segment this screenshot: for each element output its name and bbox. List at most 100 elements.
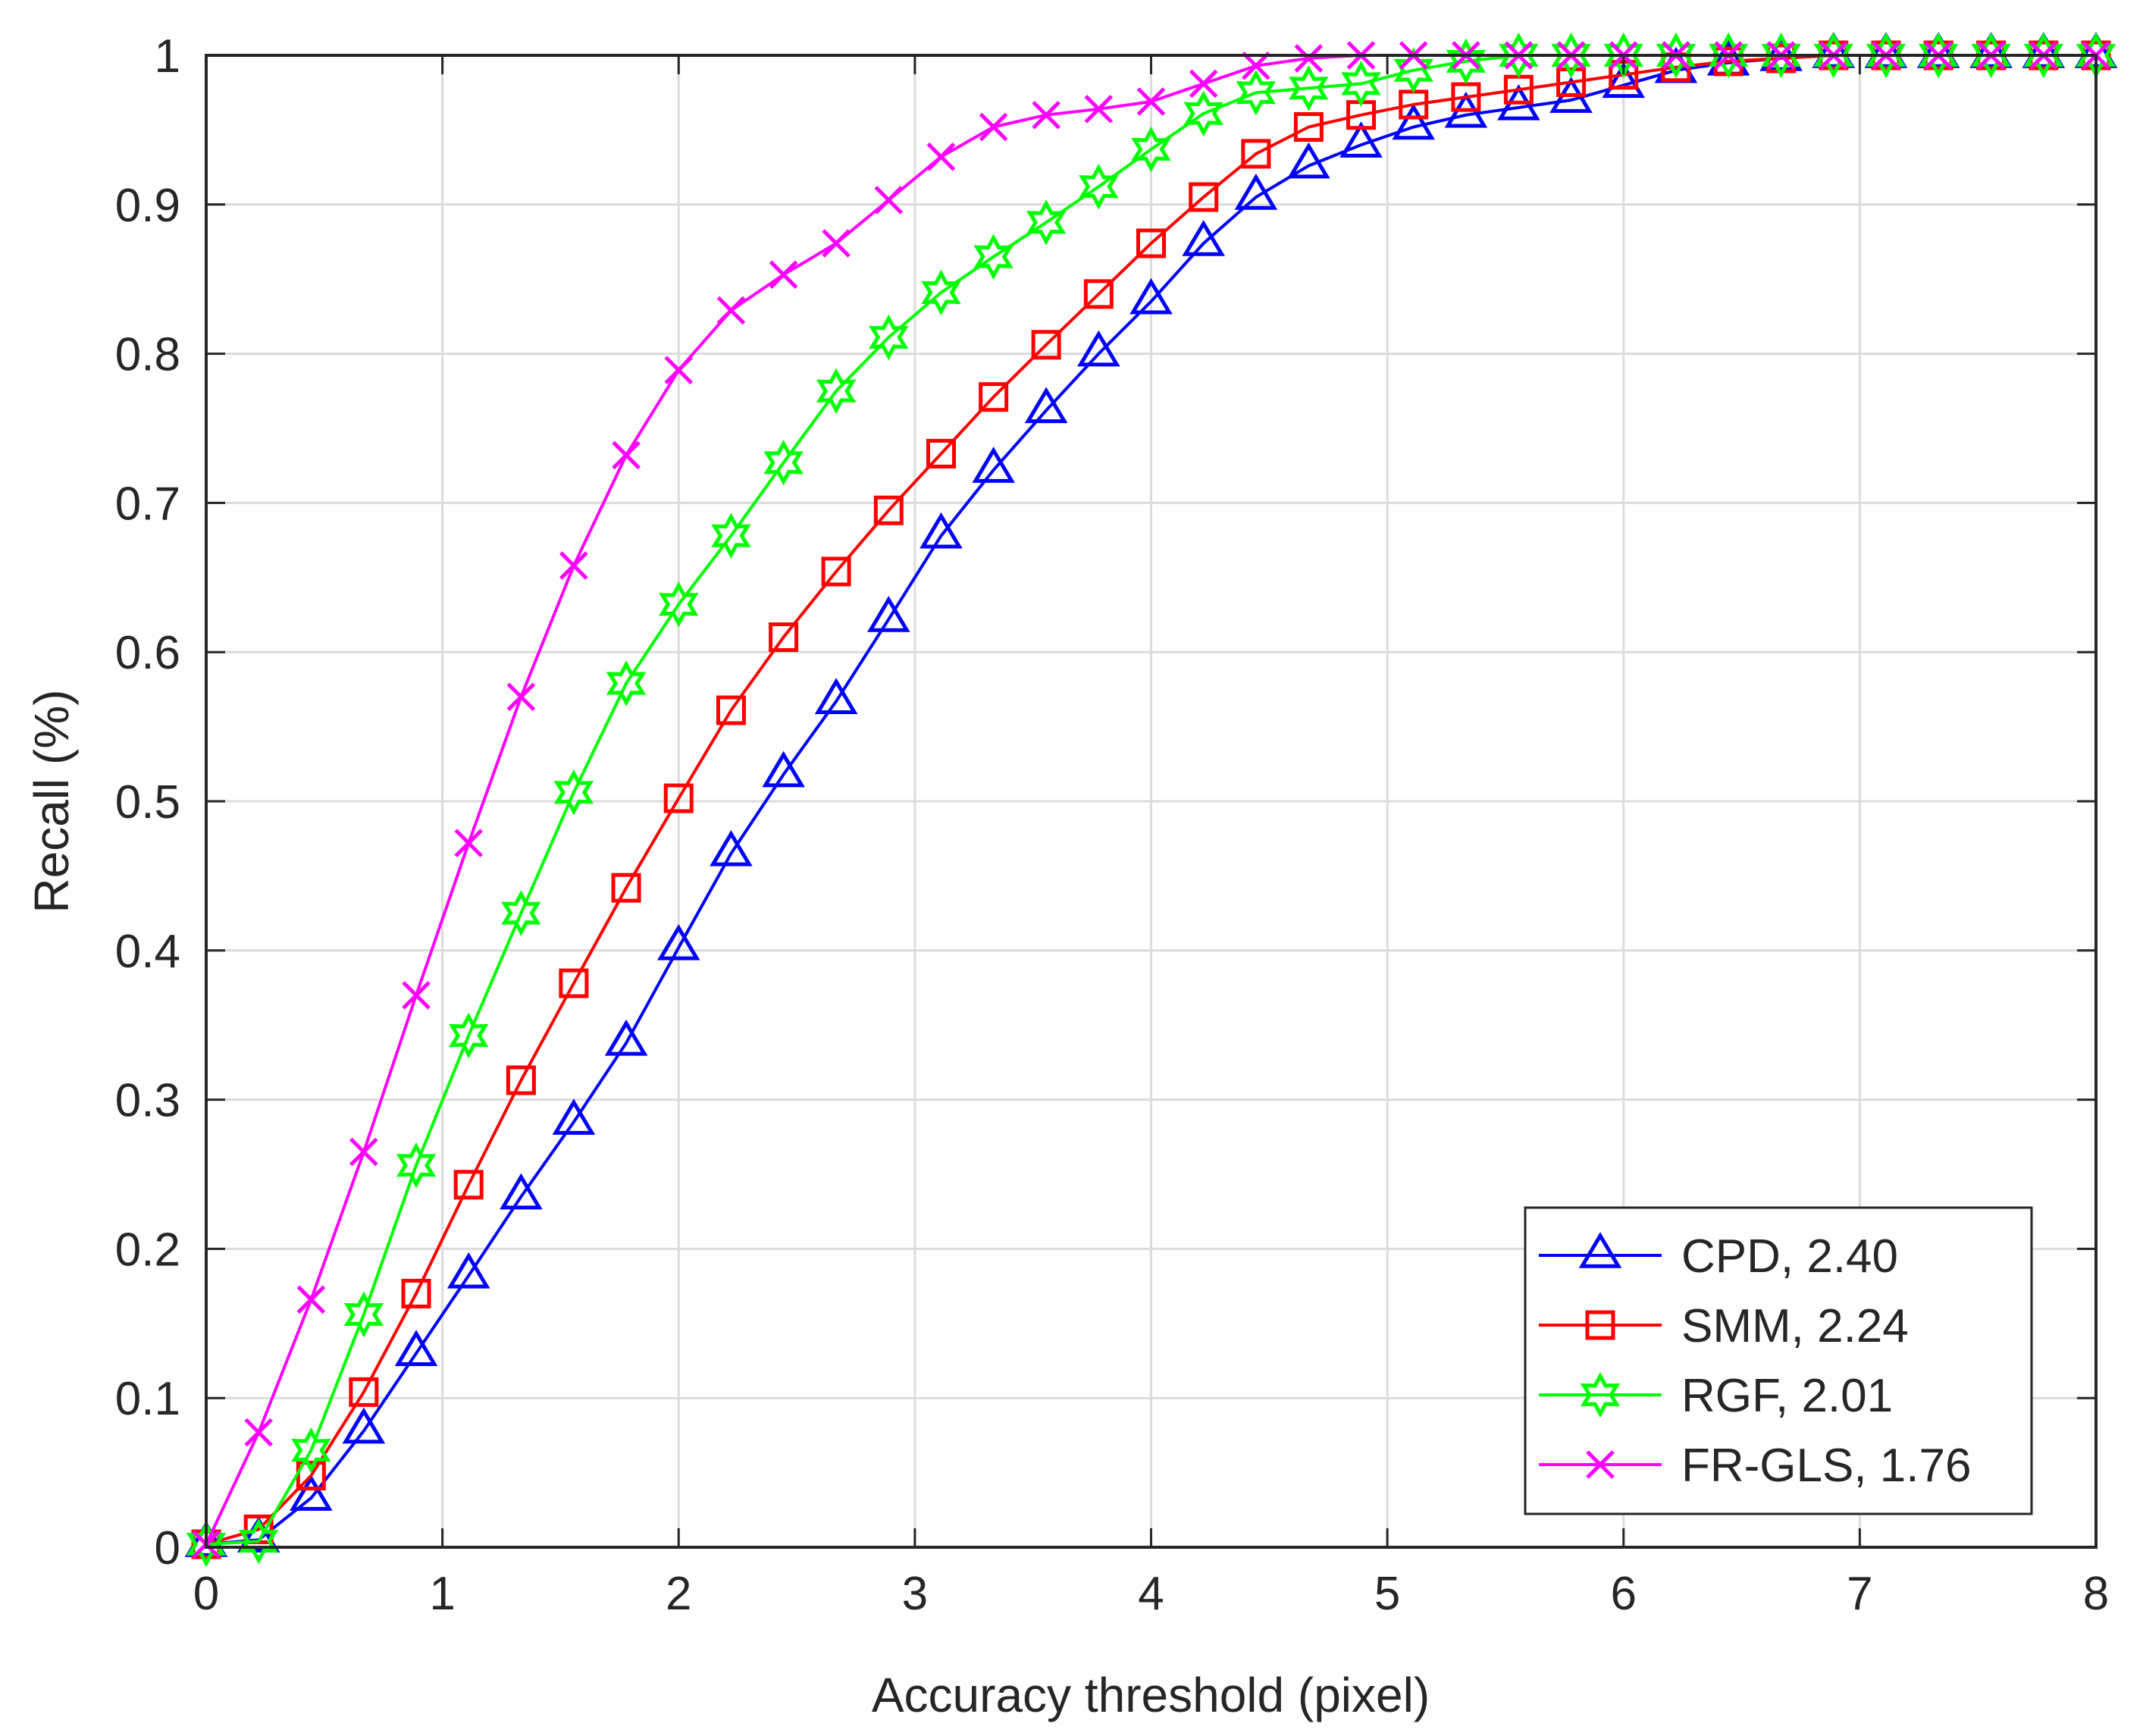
data-point xyxy=(814,678,858,714)
x-tick-label: 3 xyxy=(902,1568,928,1620)
data-point xyxy=(343,1291,384,1338)
data-point xyxy=(604,1019,648,1056)
legend-box xyxy=(1524,1206,2033,1515)
data-point xyxy=(710,829,753,866)
legend-entry: SMM, 2.24 xyxy=(1539,1300,1909,1352)
data-point xyxy=(449,1012,489,1059)
data-point xyxy=(762,750,805,788)
data-point xyxy=(238,1518,279,1565)
legend-marker xyxy=(1578,1232,1622,1268)
data-point xyxy=(869,314,909,361)
data-point xyxy=(559,968,589,998)
data-point xyxy=(1556,67,1587,97)
data-point xyxy=(1499,32,1539,79)
data-point xyxy=(663,783,694,813)
y-tick-label: 0.9 xyxy=(115,180,180,232)
data-point xyxy=(394,1330,438,1366)
data-point xyxy=(1866,32,1906,79)
data-point xyxy=(1289,65,1329,111)
y-tick-label: 0.8 xyxy=(115,329,180,381)
data-point xyxy=(1446,38,1487,85)
data-point xyxy=(1761,32,1801,79)
data-point xyxy=(1971,32,2011,79)
series-layer xyxy=(184,32,2118,1568)
x-axis-title: Accuracy threshold (pixel) xyxy=(872,1668,1430,1722)
data-point xyxy=(656,923,700,960)
y-tick-label: 0.7 xyxy=(115,478,180,530)
data-point xyxy=(559,551,588,580)
data-point xyxy=(716,296,746,325)
data-point xyxy=(866,596,910,632)
data-point xyxy=(296,1285,326,1315)
x-tick-label: 8 xyxy=(2083,1568,2109,1620)
data-point xyxy=(401,1278,431,1308)
data-point xyxy=(1551,32,1591,79)
data-point xyxy=(1242,52,1270,80)
data-point xyxy=(1131,126,1171,173)
x-tick-label: 0 xyxy=(193,1568,219,1620)
x-tick-label: 7 xyxy=(1847,1568,1872,1620)
x-tick-label: 6 xyxy=(1611,1568,1637,1620)
legend-label: RGF, 2.01 xyxy=(1681,1370,1893,1422)
data-point xyxy=(552,1098,596,1135)
data-point xyxy=(1392,103,1436,140)
data-point xyxy=(972,447,1015,483)
data-point xyxy=(1032,100,1061,130)
data-point xyxy=(1129,277,1173,315)
data-point xyxy=(1236,69,1277,116)
data-point xyxy=(1189,69,1218,99)
data-point xyxy=(1077,330,1120,367)
data-point xyxy=(291,1427,331,1474)
x-tick-label: 2 xyxy=(666,1568,691,1620)
data-point xyxy=(1969,32,2013,68)
data-point xyxy=(1656,32,1697,79)
legend-entry: FR-GLS, 1.76 xyxy=(1539,1440,1971,1492)
data-point xyxy=(716,695,746,725)
series-1 xyxy=(191,40,2111,1559)
data-point xyxy=(1182,220,1225,256)
data-point xyxy=(349,1137,378,1167)
legend-label: SMM, 2.24 xyxy=(1681,1300,1909,1352)
data-point xyxy=(1393,47,1433,93)
y-tick-label: 0.2 xyxy=(115,1224,180,1276)
data-point xyxy=(874,186,904,215)
x-tick-label: 1 xyxy=(429,1568,455,1620)
data-point xyxy=(1287,142,1330,179)
legend: CPD, 2.40 SMM, 2.24 RGF, 2.01 FR-GLS, 1.76 xyxy=(1524,1206,2033,1515)
data-point xyxy=(1189,182,1219,212)
data-point xyxy=(237,1516,280,1553)
y-tick-label: 0.1 xyxy=(115,1373,180,1425)
data-point xyxy=(1084,95,1114,124)
legend-label: CPD, 2.40 xyxy=(1681,1230,1898,1283)
y-axis-ticks: 0 0.1 0.2 0.3 0.4 0.5 0.6 0.7 0.8 0.9 1 xyxy=(115,30,2096,1575)
data-point xyxy=(973,233,1014,280)
y-tick-label: 1 xyxy=(155,30,180,83)
data-point xyxy=(821,556,851,587)
data-point xyxy=(446,1252,490,1289)
data-point xyxy=(979,382,1009,412)
data-point xyxy=(1136,228,1166,259)
data-point xyxy=(1812,32,1856,68)
data-point xyxy=(1241,139,1271,169)
data-point xyxy=(1024,387,1068,424)
data-point xyxy=(1293,111,1324,142)
data-point xyxy=(1083,279,1114,309)
data-point xyxy=(290,1474,333,1511)
legend-marker xyxy=(1580,1371,1621,1418)
data-point xyxy=(979,112,1008,142)
data-point xyxy=(1602,61,1646,99)
data-point xyxy=(506,1065,536,1095)
data-point xyxy=(769,260,798,290)
data-point xyxy=(1813,32,1853,79)
data-point xyxy=(1916,32,1960,68)
data-point xyxy=(816,368,857,415)
x-axis-ticks: 0 1 2 3 4 5 6 7 8 xyxy=(193,55,2109,1620)
x-tick-label: 4 xyxy=(1138,1568,1164,1620)
data-point xyxy=(612,440,641,470)
data-point xyxy=(1708,32,1749,79)
data-point xyxy=(664,356,694,385)
data-point xyxy=(349,1377,379,1407)
data-point xyxy=(1341,61,1381,107)
data-point xyxy=(402,981,431,1010)
